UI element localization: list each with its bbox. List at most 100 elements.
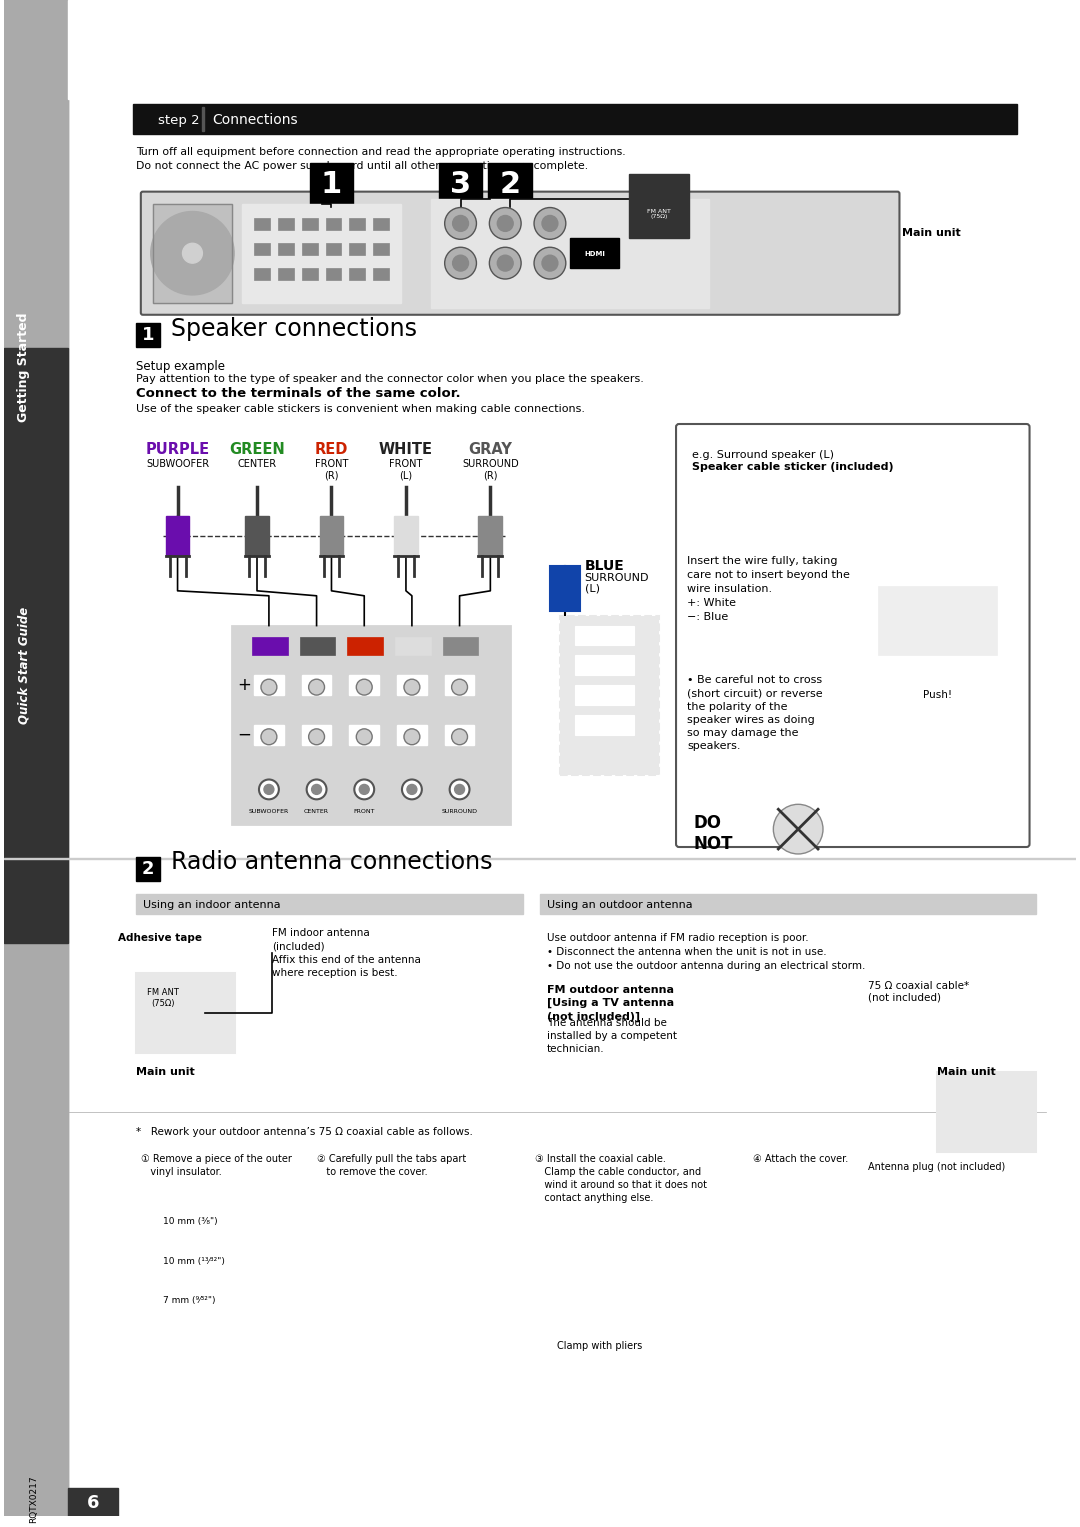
Text: PURPLE: PURPLE xyxy=(146,441,210,457)
Bar xyxy=(445,675,474,695)
Text: 1: 1 xyxy=(321,169,342,199)
Bar xyxy=(254,675,284,695)
Text: CENTER: CENTER xyxy=(305,809,329,814)
Text: 2: 2 xyxy=(500,169,521,199)
Text: Use of the speaker cable stickers is convenient when making cable connections.: Use of the speaker cable stickers is con… xyxy=(136,405,585,414)
Text: Radio antenna connections: Radio antenna connections xyxy=(171,851,492,873)
Bar xyxy=(254,218,270,231)
Bar xyxy=(301,725,332,745)
Text: Turn off all equipment before connection and read the appropriate operating inst: Turn off all equipment before connection… xyxy=(136,147,625,157)
Bar xyxy=(374,218,389,231)
Bar xyxy=(325,218,341,231)
Text: FM ANT
(75Ω): FM ANT (75Ω) xyxy=(647,209,671,220)
Text: 2: 2 xyxy=(141,860,154,878)
Bar xyxy=(555,606,664,785)
Bar xyxy=(165,516,189,556)
Text: 75 Ω coaxial cable*
(not included): 75 Ω coaxial cable* (not included) xyxy=(867,980,969,1003)
Circle shape xyxy=(453,255,469,272)
Bar xyxy=(4,348,68,944)
Bar xyxy=(349,218,365,231)
Bar xyxy=(152,203,232,302)
Text: FRONT
(R): FRONT (R) xyxy=(314,458,348,481)
Text: Main unit: Main unit xyxy=(136,1067,194,1078)
FancyBboxPatch shape xyxy=(676,425,1029,847)
Bar xyxy=(136,1142,305,1361)
Bar xyxy=(394,516,418,556)
Text: GREEN: GREEN xyxy=(229,441,285,457)
Bar xyxy=(438,163,483,206)
Text: Clamp with pliers: Clamp with pliers xyxy=(557,1341,643,1350)
Text: Main unit: Main unit xyxy=(903,229,961,238)
Text: Getting Started: Getting Started xyxy=(17,313,30,421)
Text: Connect to the terminals of the same color.: Connect to the terminals of the same col… xyxy=(136,388,460,400)
Text: SURROUND
(R): SURROUND (R) xyxy=(462,458,518,481)
Bar xyxy=(312,1142,481,1361)
Circle shape xyxy=(489,247,522,279)
Circle shape xyxy=(183,243,202,263)
Circle shape xyxy=(264,785,274,794)
Text: 10 mm (¹³⁄³²"): 10 mm (¹³⁄³²") xyxy=(163,1257,225,1266)
Text: • Do not use the outdoor antenna during an electrical storm.: • Do not use the outdoor antenna during … xyxy=(546,960,865,971)
Bar xyxy=(878,586,997,655)
Text: SUBWOOFER: SUBWOOFER xyxy=(146,458,210,469)
Text: • Disconnect the antenna when the unit is not in use.: • Disconnect the antenna when the unit i… xyxy=(546,947,826,957)
Text: ② Carefully pull the tabs apart
   to remove the cover.: ② Carefully pull the tabs apart to remov… xyxy=(316,1154,465,1177)
Bar xyxy=(397,675,427,695)
Bar xyxy=(136,322,160,347)
Circle shape xyxy=(542,255,558,272)
Bar xyxy=(325,243,341,255)
Circle shape xyxy=(307,779,326,799)
Text: −: − xyxy=(238,725,251,744)
Circle shape xyxy=(404,728,420,745)
Circle shape xyxy=(497,255,513,272)
Bar xyxy=(299,637,336,655)
Text: 6: 6 xyxy=(86,1495,99,1512)
Text: Connections: Connections xyxy=(213,113,298,127)
Text: CENTER: CENTER xyxy=(238,458,276,469)
Bar xyxy=(320,516,343,556)
Text: SURROUND: SURROUND xyxy=(584,573,649,583)
Bar xyxy=(301,218,318,231)
Circle shape xyxy=(151,212,234,295)
Circle shape xyxy=(542,215,558,232)
Bar xyxy=(575,715,634,734)
Bar xyxy=(4,0,68,1516)
Text: Do not connect the AC power supply cord until all other connections are complete: Do not connect the AC power supply cord … xyxy=(136,160,588,171)
Bar xyxy=(684,432,1022,541)
Text: • Be careful not to cross
(short circuit) or reverse
the polarity of the
speaker: • Be careful not to cross (short circuit… xyxy=(687,675,823,751)
Bar xyxy=(575,626,634,646)
Bar xyxy=(136,973,235,1052)
Text: Main unit: Main unit xyxy=(937,1067,996,1078)
Bar xyxy=(550,567,580,611)
Circle shape xyxy=(354,779,374,799)
Bar xyxy=(445,725,474,745)
Bar xyxy=(349,269,365,279)
Bar xyxy=(68,0,1076,99)
Bar xyxy=(202,107,204,131)
Bar xyxy=(301,269,318,279)
Text: BLUE: BLUE xyxy=(584,559,624,573)
Circle shape xyxy=(489,208,522,240)
Circle shape xyxy=(455,785,464,794)
Text: FRONT
(L): FRONT (L) xyxy=(389,458,422,481)
Bar xyxy=(242,203,401,302)
Bar xyxy=(278,218,294,231)
Text: ④ Attach the cover.: ④ Attach the cover. xyxy=(754,1154,849,1164)
Text: Push!: Push! xyxy=(922,690,951,699)
Text: ③ Install the coaxial cable.
   Clamp the cable conductor, and
   wind it around: ③ Install the coaxial cable. Clamp the c… xyxy=(535,1154,707,1203)
Bar xyxy=(325,269,341,279)
Text: FM ANT
(75Ω): FM ANT (75Ω) xyxy=(147,988,178,1008)
Bar xyxy=(278,243,294,255)
Bar xyxy=(133,104,1016,134)
Bar xyxy=(575,655,634,675)
Bar xyxy=(348,637,383,655)
Circle shape xyxy=(360,785,369,794)
Bar xyxy=(374,269,389,279)
Bar xyxy=(559,615,659,774)
Bar xyxy=(748,1142,917,1361)
Circle shape xyxy=(497,215,513,232)
Bar xyxy=(478,516,502,556)
Text: Using an indoor antenna: Using an indoor antenna xyxy=(143,899,281,910)
Bar xyxy=(443,637,478,655)
Bar xyxy=(301,243,318,255)
